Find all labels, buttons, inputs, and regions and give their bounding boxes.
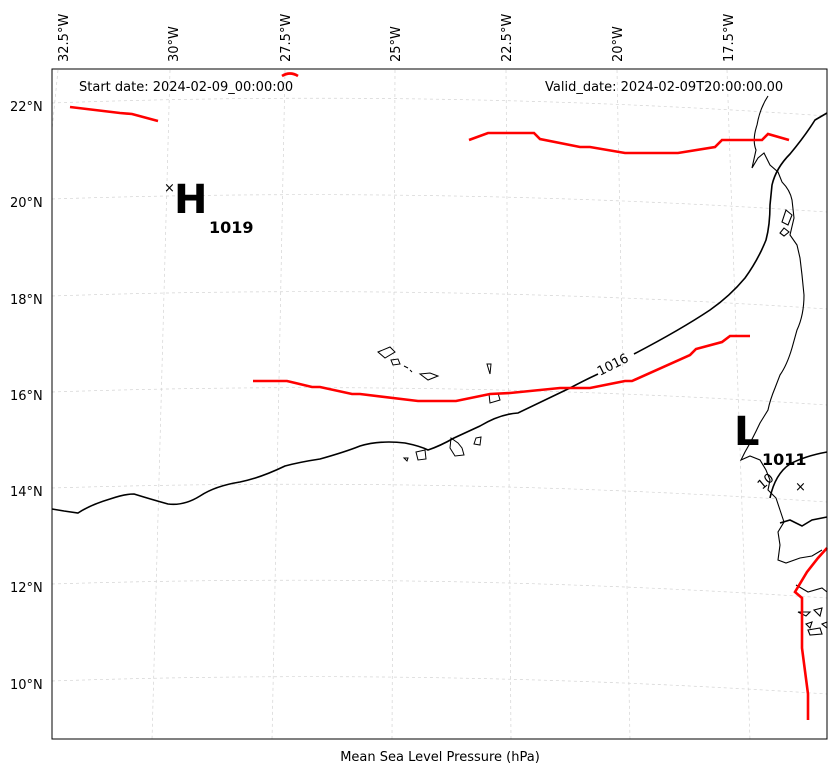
front-top-blip (281, 72, 299, 78)
high-center-marker: × (164, 181, 175, 196)
lat-tick-10n: 10°N (10, 678, 43, 693)
low-symbol: L (734, 409, 760, 455)
isobar-label-1016: 1016 (595, 351, 631, 379)
isobars (51, 112, 828, 527)
graticule (51, 69, 828, 741)
isobar-1016-upper (633, 112, 828, 355)
front-central (253, 334, 750, 403)
map-frame (51, 68, 828, 740)
lon-tick-27-5w: 27.5°W (279, 14, 294, 62)
latitude-ticks: 22°N 20°N 18°N 16°N 14°N 12°N 10°N (10, 100, 43, 693)
coastline (739, 95, 828, 636)
lat-tick-12n: 12°N (10, 581, 43, 596)
fronts (69, 72, 828, 720)
front-north-east (468, 131, 790, 155)
front-south-east (793, 547, 828, 720)
lon-tick-17-5w: 17.5°W (722, 14, 737, 62)
map-caption: Mean Sea Level Pressure (hPa) (340, 750, 540, 765)
lat-tick-18n: 18°N (10, 293, 43, 308)
low-value: 1011 (762, 450, 807, 469)
high-value: 1019 (209, 218, 254, 237)
lat-tick-20n: 20°N (10, 196, 43, 211)
front-north-west (69, 105, 159, 123)
lon-tick-30w: 30°W (167, 26, 182, 62)
lat-tick-22n: 22°N (10, 100, 43, 115)
lon-tick-22-5w: 22.5°W (500, 14, 515, 62)
lon-tick-32-5w: 32.5°W (57, 14, 72, 62)
high-symbol: H (174, 177, 207, 223)
isobar-1016-main (51, 373, 599, 514)
islands (377, 346, 501, 462)
lat-tick-16n: 16°N (10, 389, 43, 404)
lon-tick-25w: 25°W (389, 26, 404, 62)
lat-tick-14n: 14°N (10, 485, 43, 500)
lon-tick-20w: 20°W (611, 26, 626, 62)
valid-date-label: Valid_date: 2024-02-09T20:00:00.00 (545, 80, 783, 95)
isobar-low-arc (769, 451, 828, 499)
start-date-label: Start date: 2024-02-09_00:00:00 (79, 80, 293, 95)
longitude-ticks: 32.5°W 30°W 27.5°W 25°W 22.5°W 20°W 17.5… (57, 14, 737, 62)
isobar-label-partial: 10 (755, 471, 777, 493)
low-center-marker: × (795, 480, 806, 495)
isobar-low-south (779, 516, 828, 527)
